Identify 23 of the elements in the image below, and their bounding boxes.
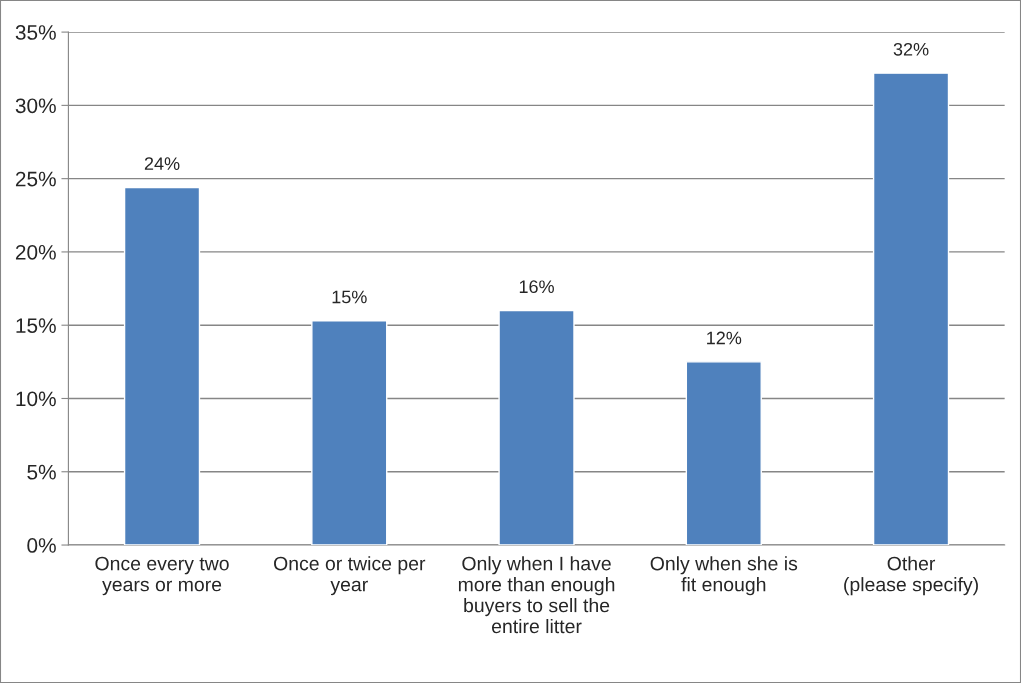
- bar: [498, 309, 575, 546]
- y-tick-label: 5%: [27, 464, 56, 480]
- x-tick-label: Once every two years or more: [95, 556, 229, 596]
- x-tick-label: Once or twice per year: [274, 556, 426, 596]
- x-tick-label: Other (please specify): [844, 556, 978, 596]
- y-tick-label: 0%: [27, 538, 56, 553]
- y-tick-label: 15%: [16, 318, 56, 333]
- y-tick-label: 30%: [15, 98, 56, 114]
- data-label: 24%: [144, 157, 180, 170]
- y-tick-label: 20%: [15, 244, 56, 260]
- data-label: 16%: [519, 280, 554, 294]
- y-tick-label: 25%: [15, 171, 56, 187]
- bar: [311, 320, 388, 546]
- bar: [685, 361, 762, 546]
- x-tick-label: Only when I have more than enough buyers to sell the entire litter: [458, 556, 615, 634]
- bar: [123, 186, 201, 546]
- x-tick-label: Only when she is fit enough: [650, 556, 798, 596]
- data-label: 15%: [332, 290, 367, 304]
- data-label: 12%: [707, 331, 742, 345]
- y-tick-label: 10%: [16, 391, 56, 407]
- bar: [872, 72, 950, 546]
- y-tick-label: 35%: [15, 25, 56, 40]
- data-label: 32%: [893, 42, 929, 56]
